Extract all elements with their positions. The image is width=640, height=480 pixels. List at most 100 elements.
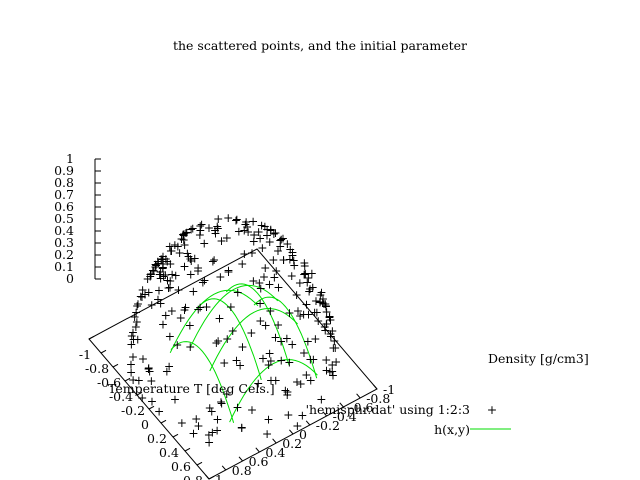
scatter-point: +	[235, 358, 245, 373]
scatter-point: +	[283, 407, 293, 422]
scatter-point: +	[199, 273, 209, 288]
scatter-point: +	[132, 314, 142, 329]
scatter-point: +	[226, 299, 236, 314]
y-tick-label: 1	[215, 472, 223, 480]
scatter-point: +	[247, 402, 257, 417]
scatter-point: +	[285, 251, 295, 266]
z-tick-label: 1	[66, 151, 74, 166]
scatter-point: +	[315, 294, 325, 309]
y-axis-label: Density [g/cm3]	[488, 351, 589, 366]
scatter-point: +	[128, 331, 138, 346]
scatter-point: +	[232, 399, 242, 414]
x-tick-label: 0.2	[147, 431, 167, 446]
scatter-point: +	[167, 303, 177, 318]
scatter-point: +	[216, 394, 226, 409]
scatter-point: +	[178, 226, 188, 241]
mesh-line	[170, 341, 235, 423]
scatter-point: +	[287, 247, 297, 262]
y-tick-label: -0.6	[349, 400, 373, 415]
scatter-point: +	[284, 355, 294, 370]
scatter-point: +	[299, 258, 309, 273]
scatter-point: +	[138, 351, 148, 366]
scatter-point: +	[293, 303, 303, 318]
scatter-point: +	[295, 308, 305, 323]
scatter-point: +	[289, 253, 299, 268]
scatter-point: +	[239, 222, 249, 237]
scatter-point: +	[269, 269, 279, 284]
surface-mesh	[169, 283, 318, 423]
scatter-point: +	[193, 301, 203, 316]
scatter-point: +	[216, 395, 226, 410]
scatter-point: +	[154, 283, 164, 298]
x-tick-label: 0	[141, 417, 149, 432]
scatter-point: +	[305, 351, 315, 366]
scatter-point: +	[237, 339, 247, 354]
scatter-point: +	[295, 376, 305, 391]
scatter-point: +	[330, 340, 340, 355]
mesh-line	[189, 284, 279, 349]
scatter-point: +	[282, 236, 292, 251]
scatter-point: +	[179, 258, 189, 273]
scatter-point: +	[302, 275, 312, 290]
scatter-point: +	[179, 226, 189, 241]
z-tick-label: 0.2	[54, 247, 74, 262]
scatter-point: +	[181, 225, 191, 240]
scatter-point: +	[270, 225, 280, 240]
mesh-line	[253, 296, 318, 379]
scatter-point: +	[273, 317, 283, 332]
scatter-point: +	[210, 226, 220, 241]
scatter-point: +	[143, 361, 153, 376]
scatter-point: +	[144, 360, 154, 375]
scatter-points: +++++++++++++++++++++++++++++++++ +++++++…	[126, 210, 342, 449]
y-tick-label: -0.2	[316, 418, 340, 433]
scatter-point: +	[255, 230, 265, 245]
scatter-point: +	[237, 420, 247, 435]
scatter-point: +	[308, 352, 318, 367]
scatter-point: +	[157, 251, 167, 266]
x-tick-label: -0.8	[85, 361, 109, 376]
scatter-point: +	[176, 231, 186, 246]
scatter-point: +	[280, 382, 290, 397]
x-tick-label: -0.4	[109, 389, 133, 404]
y-tick-label: -0.8	[366, 391, 390, 406]
y-tick-label: 0.8	[232, 463, 252, 478]
scatter-point: +	[127, 328, 137, 343]
scatter-point: +	[298, 307, 308, 322]
x-tick-mark	[112, 363, 119, 368]
y-tick-mark	[272, 438, 277, 444]
scatter-point: +	[126, 356, 136, 371]
scatter-point: +	[205, 400, 215, 415]
scatter-point: +	[270, 329, 280, 344]
scatter-point: +	[276, 231, 286, 246]
scatter-point: +	[173, 282, 183, 297]
scatter-point: +	[265, 223, 275, 238]
scatter-point: +	[247, 245, 257, 260]
scatter-point: +	[207, 425, 217, 440]
scatter-point: +	[320, 296, 330, 311]
scatter-point: +	[321, 298, 331, 313]
x-tick-label: 0.6	[171, 459, 191, 474]
scatter-point: +	[303, 334, 313, 349]
legend: 'hemisphr.dat' using 1:2:3 + h(x,y)	[306, 402, 511, 437]
scatter-point: +	[150, 257, 160, 272]
scatter-point: +	[146, 266, 156, 281]
scatter-point: +	[158, 317, 168, 332]
scatter-point: +	[256, 281, 266, 296]
y-tick-label: 0.6	[249, 454, 269, 469]
scatter-point: +	[165, 256, 175, 271]
y-tick-mark	[255, 447, 260, 453]
scatter-point: +	[260, 260, 270, 275]
x-tick-mark	[184, 447, 191, 452]
scatter-point: +	[209, 252, 219, 267]
scatter-point: +	[149, 263, 159, 278]
scatter-point: +	[144, 364, 154, 379]
scatter-point: +	[126, 337, 136, 352]
scatter-point: +	[170, 392, 180, 407]
y-tick-label: -0.4	[333, 409, 357, 424]
scatter-point: +	[195, 223, 205, 238]
scatter-point: +	[143, 285, 153, 300]
scatter-point: +	[145, 268, 155, 283]
scatter-point: +	[262, 221, 272, 236]
scatter-point: +	[240, 217, 250, 232]
z-tick-label: 0.5	[54, 211, 74, 226]
